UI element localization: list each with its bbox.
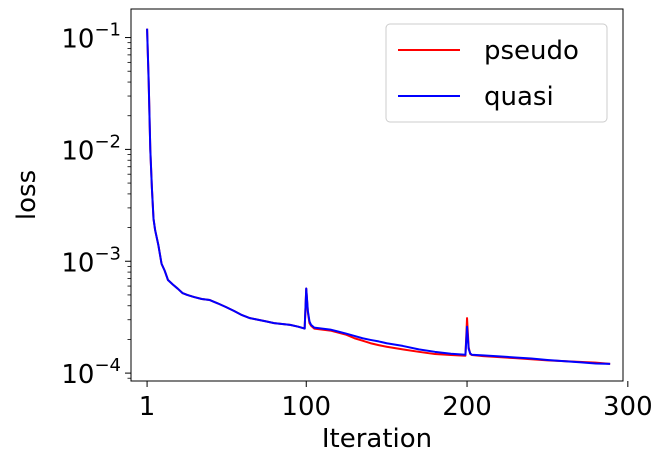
series-line-quasi — [146, 28, 611, 365]
y-tick-exponent: −4 — [94, 355, 121, 376]
y-tick-base: 10 — [61, 360, 94, 390]
legend: pseudo quasi — [385, 23, 608, 123]
y-axis: 10−410−310−210−1 — [61, 20, 131, 390]
x-tick-label: 100 — [281, 392, 331, 422]
y-tick-base: 10 — [61, 25, 94, 55]
y-tick-exponent: −2 — [94, 131, 121, 152]
x-axis-title: Iteration — [322, 424, 432, 454]
y-tick-base: 10 — [61, 136, 94, 166]
x-tick-label: 200 — [442, 392, 492, 422]
y-tick-exponent: −1 — [94, 20, 121, 41]
x-axis: 1 100 200 300 — [139, 381, 653, 422]
x-tick-label: 300 — [603, 392, 653, 422]
series-layer — [146, 28, 611, 365]
y-tick-label: 10−3 — [61, 243, 121, 278]
y-tick-base: 10 — [61, 248, 94, 278]
y-tick-label: 10−4 — [61, 355, 121, 390]
y-axis-title: loss — [12, 170, 42, 220]
y-tick-exponent: −3 — [94, 243, 121, 264]
legend-label-quasi: quasi — [484, 82, 554, 112]
legend-box — [385, 23, 608, 123]
x-tick-label: 1 — [139, 392, 156, 422]
y-tick-label: 10−2 — [61, 131, 121, 166]
legend-label-pseudo: pseudo — [484, 36, 579, 66]
y-tick-label: 10−1 — [61, 20, 121, 55]
plot-frame — [130, 8, 624, 382]
